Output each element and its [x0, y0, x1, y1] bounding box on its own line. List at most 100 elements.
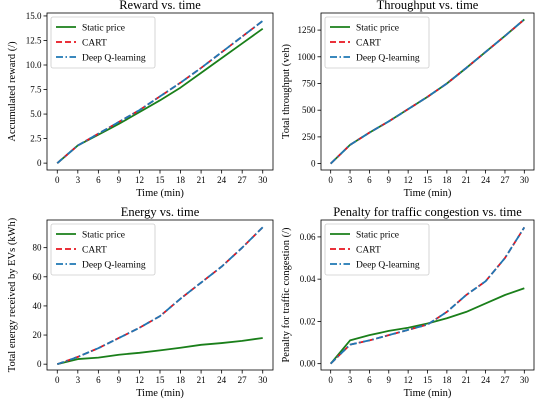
- x-tick-label: 9: [117, 375, 122, 385]
- x-tick-label: 15: [423, 375, 433, 385]
- y-tick-label: 5.0: [30, 109, 42, 119]
- y-tick-label: 80: [33, 243, 43, 253]
- legend-entry: Deep Q-learning: [356, 54, 420, 64]
- x-tick-label: 15: [423, 175, 433, 185]
- x-tick-label: 3: [76, 375, 81, 385]
- legend-entry: Deep Q-learning: [82, 261, 146, 271]
- x-tick-label: 27: [238, 375, 248, 385]
- y-axis-label: Accumulated reward (/): [7, 41, 18, 142]
- chart-title: Penalty for traffic congestion vs. time: [333, 205, 522, 219]
- series-line-deep-q-learning: [330, 18, 525, 165]
- x-tick-label: 12: [404, 175, 413, 185]
- legend-entry: Deep Q-learning: [82, 54, 146, 64]
- x-axis-label: Time (min): [136, 188, 184, 199]
- series-line-static-price: [329, 287, 525, 365]
- legend-entry: CART: [82, 39, 107, 49]
- x-tick-label: 30: [258, 175, 268, 185]
- plot-frame: [46, 219, 274, 371]
- legend-entry: Static price: [82, 231, 125, 241]
- legend-entry: CART: [82, 246, 107, 256]
- legend-box: [324, 16, 430, 69]
- x-tick-label: 21: [197, 175, 206, 185]
- x-tick-label: 24: [217, 375, 227, 385]
- x-tick-label: 18: [176, 375, 186, 385]
- y-tick-label: 20: [33, 330, 43, 340]
- x-tick-label: 27: [500, 375, 510, 385]
- y-tick-label: 10.0: [26, 60, 42, 70]
- x-tick-label: 24: [481, 375, 491, 385]
- x-tick-label: 9: [117, 175, 122, 185]
- x-tick-label: 21: [462, 175, 471, 185]
- y-tick-label: 60: [33, 272, 43, 282]
- x-tick-label: 0: [55, 175, 60, 185]
- x-tick-label: 3: [348, 375, 353, 385]
- x-tick-label: 21: [462, 375, 471, 385]
- y-axis-label: Total throughput (veh): [281, 44, 292, 139]
- y-tick-label: 0: [37, 359, 42, 369]
- plot-frame: [46, 12, 274, 171]
- plot-frame: [320, 12, 535, 171]
- plot-frame: [320, 219, 535, 371]
- y-tick-label: 0.00: [300, 359, 316, 369]
- x-tick-label: 18: [176, 175, 186, 185]
- y-tick-label: 40: [33, 301, 43, 311]
- x-tick-label: 0: [55, 375, 60, 385]
- chart-panel-1: Reward vs. time 0 3 6 9 12 15 18 21 24 27 30 0 2.5 5.0…: [7, 0, 274, 199]
- legend-entry: Deep Q-learning: [356, 261, 420, 271]
- legend-box: [50, 223, 156, 276]
- x-tick-label: 27: [500, 175, 510, 185]
- y-tick-label: 0: [37, 158, 42, 168]
- y-tick-label: 750: [302, 78, 316, 88]
- x-axis-label: Time (min): [404, 188, 452, 199]
- x-tick-label: 12: [135, 175, 144, 185]
- legend: Static price CART Deep Q-learning: [324, 223, 430, 276]
- y-tick-label: 0.02: [300, 316, 316, 326]
- legend-entry: Static price: [356, 231, 399, 241]
- x-tick-label: 30: [520, 175, 530, 185]
- y-tick-label: 2.5: [30, 134, 42, 144]
- series-line-deep-q-learning: [56, 20, 264, 164]
- y-tick-label: 0.06: [300, 232, 316, 242]
- legend-entry: Static price: [356, 24, 399, 34]
- x-tick-label: 6: [96, 175, 101, 185]
- x-axis-label: Time (min): [404, 388, 452, 399]
- y-tick-label: 7.5: [30, 85, 42, 95]
- legend-box: [324, 223, 430, 276]
- y-tick-label: 0: [311, 159, 316, 169]
- x-axis-label: Time (min): [136, 388, 184, 399]
- legend: Static price CART Deep Q-learning: [50, 16, 156, 69]
- legend: Static price CART Deep Q-learning: [324, 16, 430, 69]
- chart-panel-4: Penalty for traffic congestion vs. time 0…: [281, 205, 535, 399]
- y-tick-label: 1000: [298, 52, 317, 62]
- x-tick-label: 6: [96, 375, 101, 385]
- x-tick-label: 18: [442, 175, 452, 185]
- series-line-static-price: [57, 337, 263, 366]
- legend: Static price CART Deep Q-learning: [50, 223, 156, 276]
- chart-panel-2: Throughput vs. time 0 3 6 9 12 15 18 21 24 27 30 0 25…: [281, 0, 535, 199]
- y-tick-label: 12.5: [26, 35, 42, 45]
- y-tick-label: 250: [302, 132, 316, 142]
- x-tick-label: 3: [76, 175, 81, 185]
- x-tick-label: 15: [156, 175, 166, 185]
- y-tick-label: 1250: [298, 25, 317, 35]
- x-tick-label: 12: [404, 375, 413, 385]
- x-tick-label: 18: [442, 375, 452, 385]
- series-line-deep-q-learning: [330, 226, 526, 365]
- x-tick-label: 6: [367, 175, 372, 185]
- series-line-deep-q-learning: [56, 226, 264, 366]
- x-tick-label: 27: [238, 175, 248, 185]
- legend-entry: Static price: [82, 24, 125, 34]
- chart-title: Energy vs. time: [121, 205, 200, 219]
- y-axis-label: Penalty for traffic congestion (/): [281, 227, 292, 363]
- x-tick-label: 21: [197, 375, 206, 385]
- x-tick-label: 3: [348, 175, 353, 185]
- y-tick-label: 0.04: [300, 274, 316, 284]
- chart-title: Throughput vs. time: [377, 0, 479, 12]
- y-axis-label: Total energy received by EVs (kWh): [7, 217, 18, 372]
- chart-title: Reward vs. time: [119, 0, 201, 12]
- x-tick-label: 24: [217, 175, 227, 185]
- x-tick-label: 9: [387, 375, 392, 385]
- legend-entry: CART: [356, 246, 381, 256]
- x-tick-label: 15: [156, 375, 166, 385]
